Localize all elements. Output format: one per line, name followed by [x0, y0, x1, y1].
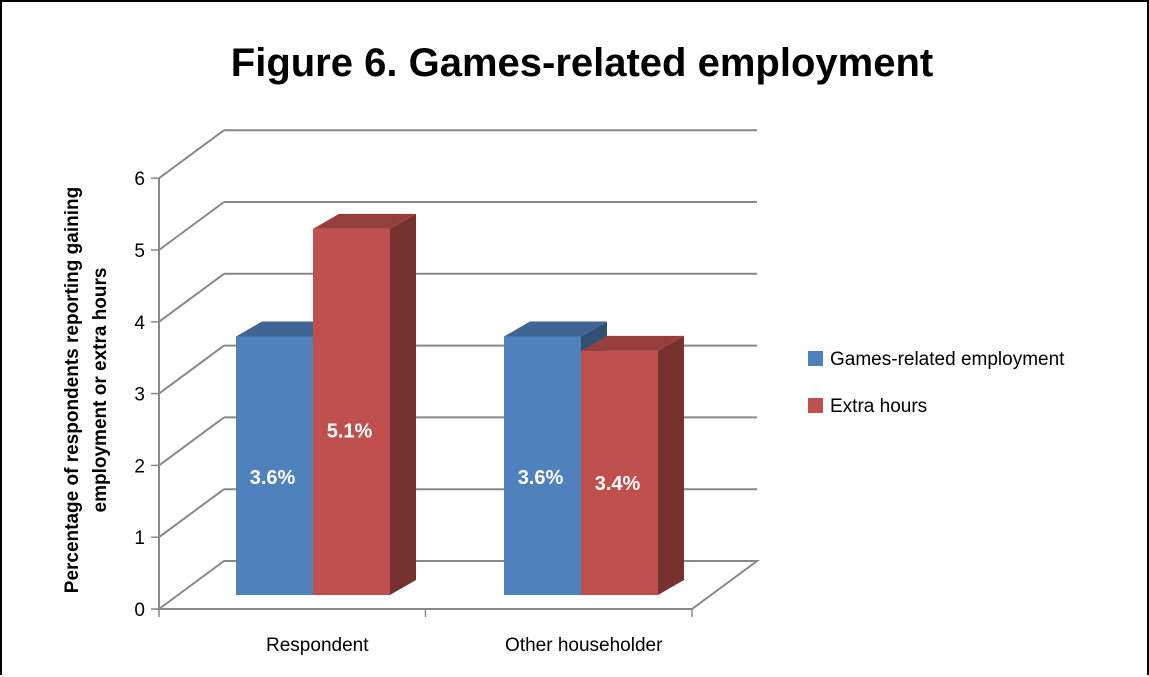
- x-tick-label: Other householder: [505, 635, 663, 656]
- y-tick-labels: 0 1 2 3 4 5 6: [134, 169, 145, 621]
- legend-swatch: [808, 398, 823, 413]
- side-gridline: [158, 488, 225, 539]
- bar-data-label: 5.1%: [327, 421, 373, 443]
- y-tick-label: 6: [134, 169, 145, 190]
- y-tick-label: 5: [134, 241, 145, 262]
- bar-data-label: 3.4%: [595, 473, 641, 495]
- legend-label: Extra hours: [830, 396, 927, 417]
- y-axis-label-line-1: Percentage of respondents reporting gain…: [62, 187, 83, 593]
- bar: [236, 336, 313, 595]
- bar-top-face: [313, 213, 416, 229]
- bars: [236, 213, 684, 595]
- chart-walls: [155, 560, 761, 610]
- bar-side-face: [658, 335, 684, 595]
- legend: Games-related employment Extra hours: [808, 349, 1065, 417]
- bar-data-label: 3.6%: [250, 467, 296, 489]
- side-gridline: [158, 344, 225, 395]
- side-gridline: [158, 129, 225, 180]
- bar-data-labels: 3.6% 5.1% 3.6% 3.4%: [250, 421, 641, 495]
- y-tick-label: 0: [134, 600, 145, 621]
- bar: [313, 228, 390, 595]
- bar: [581, 350, 658, 595]
- bar: [504, 336, 581, 595]
- side-gridline: [158, 416, 225, 467]
- y-tick-label: 1: [134, 528, 145, 549]
- legend-label: Games-related employment: [830, 349, 1065, 370]
- y-tick-label: 4: [134, 313, 145, 334]
- chart-title: Figure 6. Games-related employment: [231, 41, 933, 85]
- y-tick-label: 2: [134, 456, 145, 477]
- bar-side-face: [390, 213, 416, 595]
- bar-top-face: [581, 335, 684, 351]
- x-tick-label: Respondent: [266, 635, 369, 656]
- side-gridline: [158, 201, 225, 251]
- y-tick-label: 3: [134, 385, 145, 406]
- y-axis-label-line-2: employment or extra hours: [90, 268, 111, 513]
- bar-data-label: 3.6%: [518, 467, 564, 489]
- x-tick-labels: Respondent Other householder: [266, 635, 663, 656]
- axes: [151, 177, 693, 617]
- floor-plane: [155, 560, 761, 610]
- side-gridline: [158, 272, 225, 323]
- legend-swatch: [808, 351, 823, 366]
- y-axis-label: Percentage of respondents reporting gain…: [62, 187, 111, 593]
- bar-top-face: [504, 321, 607, 337]
